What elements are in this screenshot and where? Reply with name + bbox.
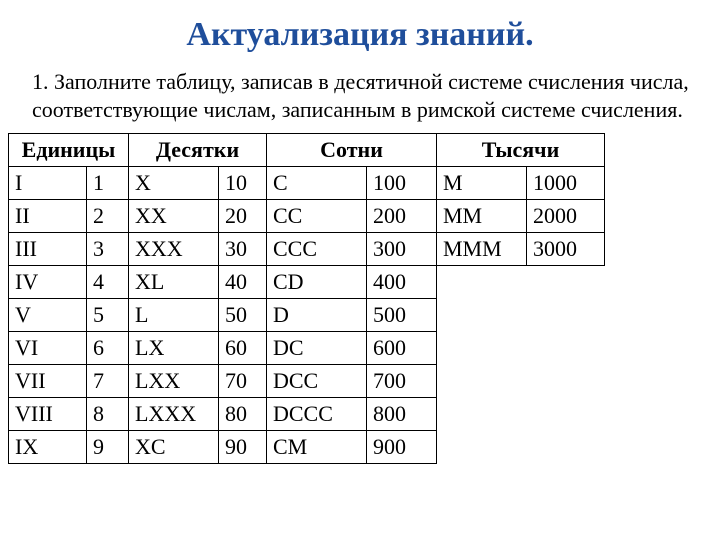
cell-tens-dec: 50 [219,299,267,332]
cell-units-roman: V [9,299,87,332]
cell-units-dec: 8 [87,398,129,431]
cell-hundreds-dec: 200 [367,200,437,233]
cell-hundreds-dec: 400 [367,266,437,299]
cell-tens-roman: X [129,167,219,200]
cell-blank [527,365,605,398]
cell-units-dec: 4 [87,266,129,299]
cell-units-dec: 9 [87,431,129,464]
cell-hundreds-roman: DC [267,332,367,365]
cell-units-roman: II [9,200,87,233]
table-row: VI 6 LX 60 DC 600 [9,332,605,365]
cell-hundreds-dec: 800 [367,398,437,431]
cell-tens-roman: XL [129,266,219,299]
table-header-row: Единицы Десятки Сотни Тысячи [9,134,605,167]
cell-units-roman: IV [9,266,87,299]
cell-hundreds-roman: D [267,299,367,332]
cell-hundreds-roman: DCCC [267,398,367,431]
cell-units-roman: VII [9,365,87,398]
table-row: I 1 X 10 C 100 M 1000 [9,167,605,200]
cell-blank [527,266,605,299]
cell-tens-dec: 10 [219,167,267,200]
cell-units-dec: 6 [87,332,129,365]
cell-tens-roman: LXXX [129,398,219,431]
cell-blank [527,299,605,332]
cell-thousands-dec: 2000 [527,200,605,233]
cell-units-dec: 2 [87,200,129,233]
cell-hundreds-dec: 500 [367,299,437,332]
table-row: VIII 8 LXXX 80 DCCC 800 [9,398,605,431]
cell-hundreds-roman: CM [267,431,367,464]
cell-thousands-roman: MM [437,200,527,233]
cell-tens-roman: XXX [129,233,219,266]
cell-hundreds-roman: CCC [267,233,367,266]
table-row: V 5 L 50 D 500 [9,299,605,332]
cell-thousands-roman: M [437,167,527,200]
table-row: IV 4 XL 40 CD 400 [9,266,605,299]
page-title: Актуализация знаний. [0,16,720,54]
roman-numerals-table: Единицы Десятки Сотни Тысячи I 1 X 10 C … [8,133,605,464]
cell-units-dec: 7 [87,365,129,398]
cell-tens-roman: XC [129,431,219,464]
col-header-thousands: Тысячи [437,134,605,167]
col-header-hundreds: Сотни [267,134,437,167]
cell-blank [437,431,527,464]
cell-thousands-dec: 3000 [527,233,605,266]
cell-thousands-roman: MMM [437,233,527,266]
cell-thousands-dec: 1000 [527,167,605,200]
cell-units-roman: III [9,233,87,266]
table-row: IX 9 XC 90 CM 900 [9,431,605,464]
cell-blank [437,299,527,332]
table-row: VII 7 LXX 70 DCC 700 [9,365,605,398]
cell-blank [527,332,605,365]
cell-tens-dec: 40 [219,266,267,299]
cell-blank [527,431,605,464]
cell-blank [437,365,527,398]
instruction-text: 1. Заполните таблицу, записав в десятичн… [32,68,700,123]
cell-tens-dec: 30 [219,233,267,266]
cell-hundreds-dec: 900 [367,431,437,464]
cell-tens-dec: 20 [219,200,267,233]
cell-units-roman: VIII [9,398,87,431]
cell-tens-roman: LX [129,332,219,365]
cell-tens-dec: 60 [219,332,267,365]
cell-units-dec: 5 [87,299,129,332]
cell-tens-roman: XX [129,200,219,233]
cell-blank [437,266,527,299]
cell-hundreds-dec: 700 [367,365,437,398]
cell-tens-dec: 70 [219,365,267,398]
cell-tens-dec: 90 [219,431,267,464]
cell-units-dec: 1 [87,167,129,200]
col-header-units: Единицы [9,134,129,167]
cell-units-roman: IX [9,431,87,464]
roman-table-wrap: Единицы Десятки Сотни Тысячи I 1 X 10 C … [8,133,712,464]
cell-tens-dec: 80 [219,398,267,431]
cell-hundreds-roman: CD [267,266,367,299]
cell-units-dec: 3 [87,233,129,266]
cell-tens-roman: L [129,299,219,332]
table-row: II 2 XX 20 CC 200 MM 2000 [9,200,605,233]
cell-hundreds-dec: 300 [367,233,437,266]
cell-blank [527,398,605,431]
cell-hundreds-dec: 100 [367,167,437,200]
cell-tens-roman: LXX [129,365,219,398]
table-row: III 3 XXX 30 CCC 300 MMM 3000 [9,233,605,266]
cell-hundreds-roman: C [267,167,367,200]
slide: Актуализация знаний. 1. Заполните таблиц… [0,0,720,540]
cell-units-roman: VI [9,332,87,365]
cell-hundreds-roman: DCC [267,365,367,398]
cell-blank [437,398,527,431]
cell-hundreds-roman: CC [267,200,367,233]
cell-blank [437,332,527,365]
cell-hundreds-dec: 600 [367,332,437,365]
cell-units-roman: I [9,167,87,200]
col-header-tens: Десятки [129,134,267,167]
